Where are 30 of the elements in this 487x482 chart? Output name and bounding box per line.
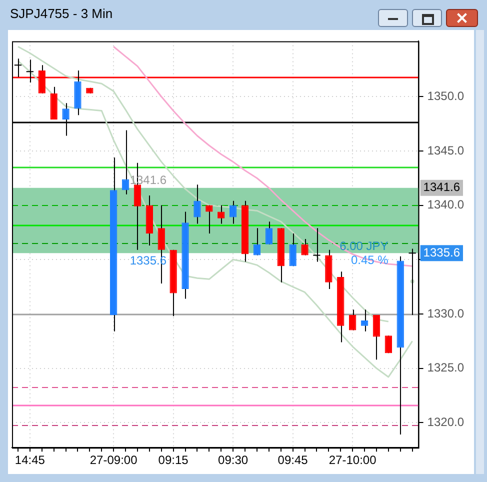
candlestick	[312, 228, 321, 262]
candlestick	[301, 238, 308, 256]
candlestick	[265, 221, 273, 245]
x-tick-label: 09:30	[218, 453, 248, 468]
candlestick	[26, 59, 34, 83]
y-tick-label: 1325.0	[427, 360, 464, 375]
y-tick-label: 1320.0	[427, 414, 464, 429]
x-tick-label: 27-10:00	[328, 453, 377, 468]
candlestick	[122, 130, 130, 195]
y-tick-label: 1350.0	[427, 88, 464, 103]
x-tick-label: 09:45	[278, 453, 308, 468]
candlestick	[206, 204, 213, 234]
candlestick	[348, 309, 356, 331]
candlestick	[194, 184, 201, 224]
y-tick-label: 1345.0	[427, 143, 464, 158]
annotation: 1341.6	[423, 180, 460, 194]
x-tick-label: 27-09:00	[90, 453, 138, 468]
x-tick-label: 14:45	[14, 453, 46, 468]
chart-title: SJPJ4755 - 3 Min	[10, 6, 113, 21]
candlestick	[229, 200, 237, 224]
y-tick-label: 1340.0	[427, 198, 464, 212]
y-tick-label: 1330.0	[427, 306, 464, 320]
annotation: 0.45 %	[350, 253, 389, 268]
candlestick	[218, 204, 225, 224]
candlestick	[360, 309, 368, 332]
candlestick	[289, 233, 296, 267]
x-tick-label: 09:15	[158, 453, 189, 468]
candlestick	[253, 228, 261, 256]
annotation: 1335.6	[423, 245, 460, 260]
candlestick	[372, 314, 380, 360]
